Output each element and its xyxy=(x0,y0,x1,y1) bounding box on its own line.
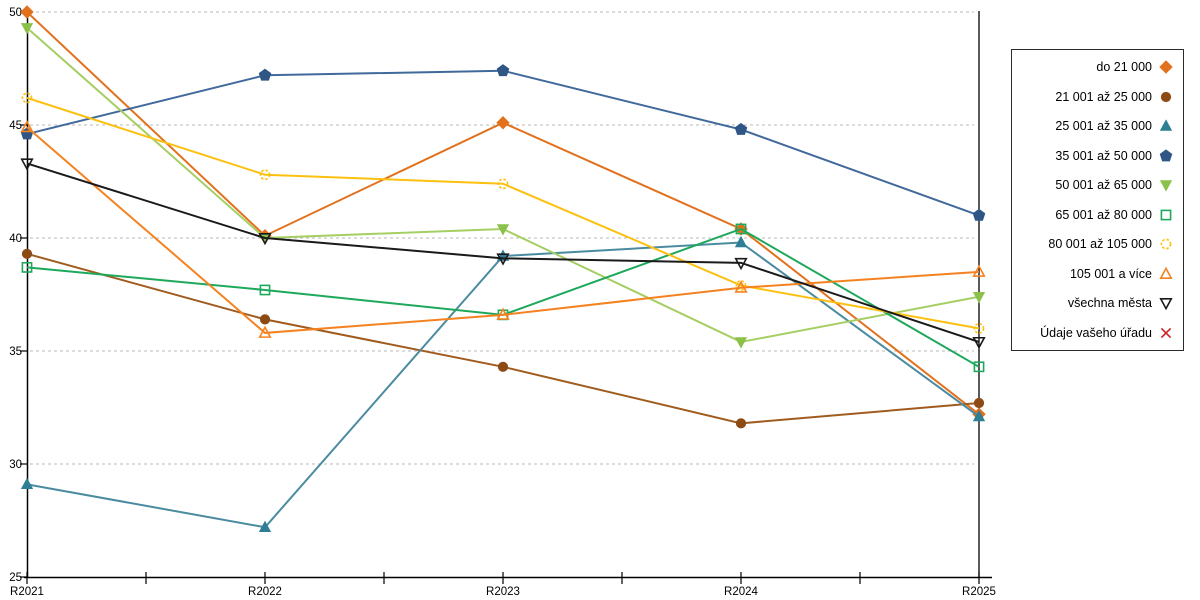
legend-item: 50 001 až 65 000 xyxy=(1012,171,1183,199)
legend-marker xyxy=(1159,149,1173,162)
circle-marker-icon xyxy=(497,361,509,372)
circle-dashed-marker-icon xyxy=(1160,238,1172,250)
x-tick-label: R2022 xyxy=(248,586,282,598)
triangle-up-marker-icon xyxy=(258,325,272,338)
y-tick-label: 35 xyxy=(9,346,22,358)
circle-dashed-marker-icon xyxy=(497,178,509,190)
pentagon-marker-icon xyxy=(258,68,272,81)
circle-marker-icon xyxy=(735,418,747,429)
circle-dashed-marker-icon xyxy=(973,322,985,334)
legend-marker xyxy=(1160,238,1172,250)
circle-marker-icon xyxy=(21,248,33,259)
legend-marker xyxy=(1159,180,1173,192)
legend-marker xyxy=(1160,91,1172,103)
legend-item: Údaje vašeho úřadu xyxy=(1012,319,1183,347)
legend-item: do 21 000 xyxy=(1012,53,1183,81)
triangle-down-marker-icon xyxy=(1159,180,1173,192)
legend-marker xyxy=(1160,327,1172,338)
triangle-down-marker-icon xyxy=(496,224,510,236)
legend-item: 21 001 až 25 000 xyxy=(1012,83,1183,111)
square-marker-icon xyxy=(735,223,747,235)
diamond-marker-icon xyxy=(1159,60,1173,75)
legend-label: všechna města xyxy=(1067,296,1152,311)
x-marker-icon xyxy=(1160,327,1172,338)
square-marker-icon xyxy=(21,261,33,273)
legend-marker xyxy=(1159,298,1173,311)
legend-label: do 21 000 xyxy=(1096,60,1152,75)
triangle-up-marker-icon xyxy=(258,520,272,532)
legend-item: 25 001 až 35 000 xyxy=(1012,112,1183,140)
series-line xyxy=(26,126,980,334)
triangle-up-marker-icon xyxy=(734,235,748,248)
y-tick-label: 50 xyxy=(9,7,22,19)
legend-label: 65 001 až 80 000 xyxy=(1055,207,1152,222)
triangle-up-marker-icon xyxy=(1159,266,1173,279)
legend-marker xyxy=(1159,266,1173,279)
pentagon-marker-icon xyxy=(972,208,986,221)
triangle-down-marker-icon xyxy=(496,253,510,266)
diamond-marker-icon xyxy=(496,116,510,130)
triangle-down-marker-icon xyxy=(972,336,986,350)
circle-marker-icon xyxy=(973,397,985,409)
legend-item: 65 001 až 80 000 xyxy=(1012,201,1183,229)
x-tick-label: R2025 xyxy=(962,586,996,598)
legend-marker xyxy=(1159,119,1173,132)
circle-marker-icon xyxy=(259,314,271,325)
triangle-down-marker-icon xyxy=(1159,298,1173,311)
triangle-down-marker-icon xyxy=(972,292,986,304)
legend-label: 25 001 až 35 000 xyxy=(1055,119,1152,134)
series-line xyxy=(26,96,980,330)
square-marker-icon xyxy=(1160,209,1172,221)
y-tick-label: 45 xyxy=(9,120,22,132)
triangle-up-marker-icon xyxy=(734,280,748,293)
legend-item: 35 001 až 50 000 xyxy=(1012,142,1183,170)
legend-item: 105 001 a více xyxy=(1012,260,1183,288)
triangle-down-marker-icon xyxy=(20,158,34,171)
triangle-up-marker-icon xyxy=(1159,119,1173,132)
triangle-down-marker-icon xyxy=(258,233,272,246)
y-tick-label: 30 xyxy=(9,459,22,471)
square-marker-icon xyxy=(259,284,271,296)
legend-label: 80 001 až 105 000 xyxy=(1048,237,1152,252)
legend-label: 50 001 až 65 000 xyxy=(1055,178,1152,193)
y-tick-label: 40 xyxy=(9,233,22,245)
series-line xyxy=(26,162,980,343)
legend-label: 105 001 a více xyxy=(1069,266,1152,281)
circle-marker-icon xyxy=(1160,91,1172,103)
legend-item: 80 001 až 105 000 xyxy=(1012,230,1183,258)
triangle-down-marker-icon xyxy=(734,257,748,271)
triangle-up-marker-icon xyxy=(20,119,34,133)
triangle-up-marker-icon xyxy=(496,307,510,320)
circle-dashed-marker-icon xyxy=(21,92,33,104)
y-tick-label: 25 xyxy=(9,572,22,584)
series-line xyxy=(26,252,980,425)
triangle-down-marker-icon xyxy=(20,23,34,35)
legend-marker xyxy=(1160,209,1172,221)
pentagon-marker-icon xyxy=(496,64,510,77)
triangle-up-marker-icon xyxy=(972,409,986,422)
pentagon-marker-icon xyxy=(1159,149,1173,162)
legend-item: všechna města xyxy=(1012,289,1183,317)
triangle-up-marker-icon xyxy=(972,264,986,277)
triangle-up-marker-icon xyxy=(20,477,34,490)
pentagon-marker-icon xyxy=(734,122,748,135)
legend-label: Údaje vašeho úřadu xyxy=(1040,325,1152,340)
diamond-marker-icon xyxy=(20,5,34,19)
legend-label: 35 001 až 50 000 xyxy=(1055,148,1152,163)
plot-area: 25 30 35 40 45 50 R2021 R2022 R2023 R2024 R2025 xyxy=(9,5,996,598)
circle-dashed-marker-icon xyxy=(259,169,271,181)
x-tick-label: R2021 xyxy=(10,586,44,598)
circle-dashed-marker-icon xyxy=(735,280,747,291)
legend-marker xyxy=(1159,60,1173,75)
x-tick-label: R2023 xyxy=(486,586,520,598)
legend-label: 21 001 až 25 000 xyxy=(1055,89,1152,104)
square-marker-icon xyxy=(973,361,985,373)
legend-box: do 21 000 21 001 až 25 000 25 001 až 35 00… xyxy=(1011,49,1184,351)
x-tick-label: R2024 xyxy=(724,586,758,598)
triangle-down-marker-icon xyxy=(734,337,748,349)
